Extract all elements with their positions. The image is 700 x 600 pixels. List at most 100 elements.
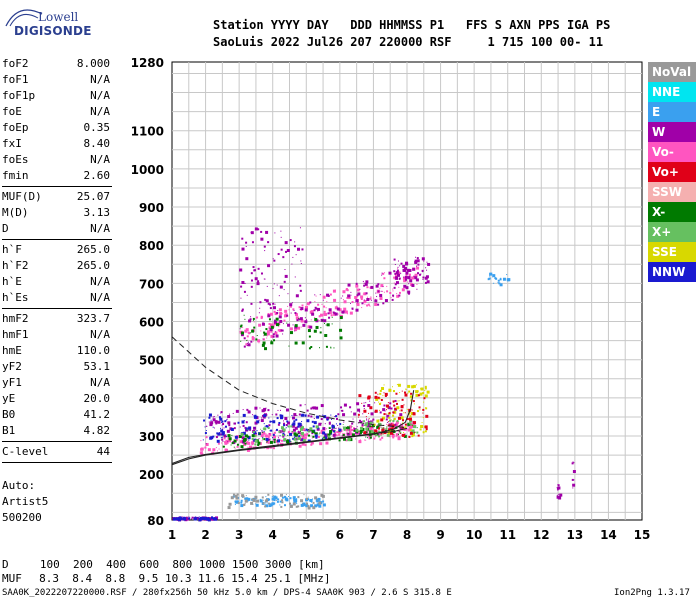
echo-point xyxy=(257,228,260,231)
echo-point xyxy=(271,421,273,423)
echo-point xyxy=(318,424,320,426)
echo-point xyxy=(380,423,382,425)
echo-point xyxy=(294,241,296,243)
echo-point xyxy=(304,414,307,417)
echo-point xyxy=(407,276,411,280)
parameter-name: yE xyxy=(2,392,16,405)
echo-point xyxy=(228,413,230,415)
echo-point xyxy=(268,438,271,441)
echo-point xyxy=(366,419,368,421)
echo-point xyxy=(305,497,308,500)
echo-point xyxy=(268,417,270,419)
echo-point xyxy=(269,430,271,432)
echo-point xyxy=(332,424,334,426)
echo-point xyxy=(263,423,265,425)
echo-point xyxy=(350,294,352,296)
echo-point xyxy=(571,462,574,465)
echo-point xyxy=(205,443,207,445)
echo-point xyxy=(298,435,301,438)
echo-point xyxy=(419,392,423,396)
echo-point xyxy=(297,437,301,441)
echo-point xyxy=(392,390,395,393)
echo-point xyxy=(224,425,227,428)
echo-point xyxy=(212,416,214,418)
echo-point xyxy=(395,281,399,285)
parameter-name: h`F2 xyxy=(2,259,29,272)
echo-point xyxy=(375,434,378,437)
echo-point xyxy=(299,430,301,432)
echo-point xyxy=(306,432,309,435)
echo-point xyxy=(273,431,276,434)
echo-point xyxy=(314,504,318,508)
echo-point xyxy=(246,340,248,342)
echo-point xyxy=(273,259,276,262)
echo-point xyxy=(322,299,324,301)
echo-point xyxy=(252,317,255,320)
echo-point xyxy=(379,411,382,414)
echo-point xyxy=(236,438,239,441)
echo-point xyxy=(225,439,229,443)
echo-point xyxy=(246,345,248,347)
echo-point xyxy=(343,421,345,423)
echo-point xyxy=(251,434,255,438)
echo-point xyxy=(345,428,349,432)
echo-point xyxy=(232,441,236,445)
parameter-row: foF1p N/A xyxy=(2,88,112,104)
echo-point xyxy=(293,498,296,501)
echo-point xyxy=(408,275,411,278)
echo-point xyxy=(304,317,306,319)
echo-point xyxy=(304,320,308,324)
echo-point xyxy=(386,433,390,437)
echo-point xyxy=(244,329,248,333)
echo-point xyxy=(396,294,400,298)
echo-point xyxy=(391,423,393,425)
echo-point xyxy=(251,437,254,440)
echo-point xyxy=(386,285,388,287)
echo-point xyxy=(426,280,430,284)
echo-point xyxy=(273,502,276,505)
echo-point xyxy=(256,282,260,286)
echo-point xyxy=(393,410,397,414)
echo-point xyxy=(312,435,315,438)
echo-point xyxy=(363,402,365,404)
echo-point xyxy=(237,502,240,505)
parameter-value: N/A xyxy=(90,105,110,118)
echo-point xyxy=(368,437,371,440)
echo-point xyxy=(277,409,279,411)
echo-point xyxy=(223,427,225,429)
echo-point xyxy=(573,479,575,481)
echo-point xyxy=(273,319,276,322)
echo-point xyxy=(384,410,386,412)
echo-point xyxy=(409,395,413,399)
echo-point xyxy=(400,416,404,420)
echo-point xyxy=(383,272,385,274)
echo-point xyxy=(287,434,289,436)
echo-point xyxy=(355,308,359,312)
echo-point xyxy=(405,388,407,390)
echo-point xyxy=(314,317,318,321)
echo-point xyxy=(299,289,302,292)
echo-point xyxy=(324,434,328,438)
echo-point xyxy=(288,309,290,311)
echo-point xyxy=(427,262,431,266)
echo-point xyxy=(372,418,375,421)
echo-point xyxy=(363,404,366,407)
echo-point xyxy=(399,431,402,434)
echo-point xyxy=(557,489,559,491)
echo-point xyxy=(258,312,260,314)
echo-point xyxy=(305,504,309,508)
echo-point xyxy=(301,502,303,504)
echo-point xyxy=(292,428,296,432)
echo-point xyxy=(228,439,232,443)
echo-point xyxy=(215,447,217,449)
echo-point xyxy=(404,275,408,279)
echo-point xyxy=(265,433,267,435)
echo-point xyxy=(346,432,350,436)
echo-point xyxy=(245,241,248,244)
echo-point xyxy=(275,428,278,431)
echo-point xyxy=(300,499,304,503)
parameter-row: yF1 N/A xyxy=(2,375,112,391)
echo-point xyxy=(248,439,250,441)
echo-point xyxy=(317,499,319,501)
echo-point xyxy=(248,332,251,335)
